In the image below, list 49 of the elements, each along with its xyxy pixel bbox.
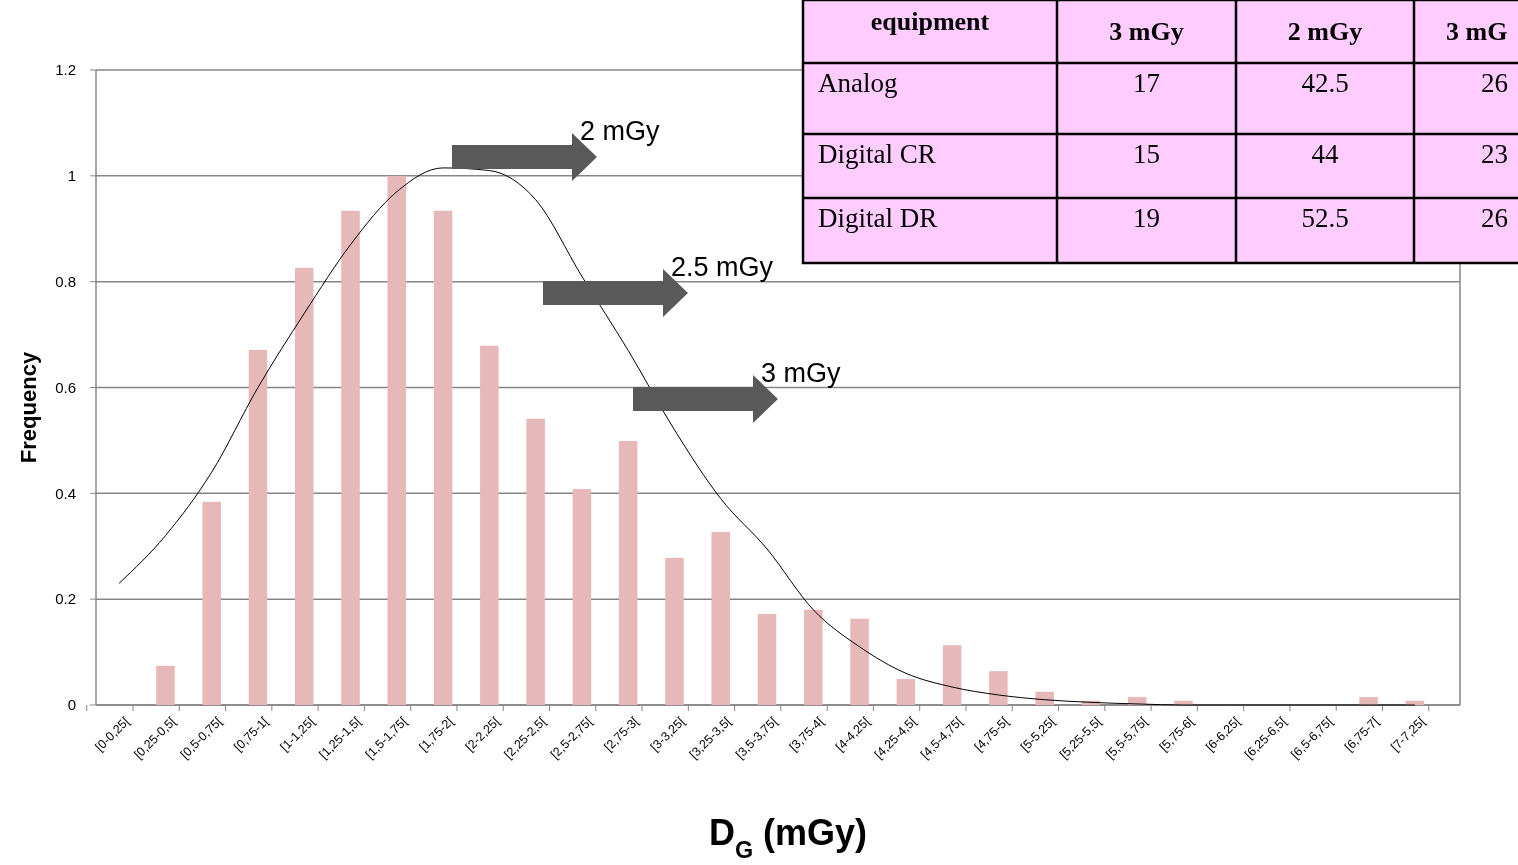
y-tick-label: 0.4 xyxy=(55,484,76,502)
annotation: 2 mGy xyxy=(580,116,661,146)
bar xyxy=(711,531,730,705)
annotation: 52.5 xyxy=(1301,203,1349,233)
bar xyxy=(1035,691,1054,705)
annotation: Analog xyxy=(818,68,898,98)
line-series xyxy=(118,167,1416,706)
annotation: 17 xyxy=(1133,68,1160,98)
y-tick-label: 0 xyxy=(67,696,76,714)
annotation: 42.5 xyxy=(1301,68,1349,98)
text: 23 xyxy=(1481,139,1508,169)
bar xyxy=(156,665,175,705)
text: 26 xyxy=(1481,68,1508,98)
bar xyxy=(942,645,962,705)
bar xyxy=(757,613,777,705)
bar xyxy=(387,175,407,705)
text: 2 mGy xyxy=(1287,17,1363,46)
y-tick-label: 0.8 xyxy=(55,272,76,290)
bar xyxy=(665,557,684,705)
annotation: 3 mGy xyxy=(761,358,842,388)
text: equipment xyxy=(870,7,990,36)
text: 3 mG xyxy=(1446,17,1508,46)
bar xyxy=(618,440,638,705)
annotation: Digital DR xyxy=(818,203,938,233)
text: 26 xyxy=(1481,203,1508,233)
y-axis-title: Frequency xyxy=(16,351,41,464)
annotation: 15 xyxy=(1133,139,1160,169)
bar xyxy=(480,345,499,705)
bar xyxy=(433,210,453,705)
annotation: Digital CR xyxy=(818,139,936,169)
bar xyxy=(896,679,916,705)
bar xyxy=(248,349,268,705)
y-tick-label: 0.6 xyxy=(55,378,76,396)
bar xyxy=(572,489,592,705)
text: 3 mGy xyxy=(1109,17,1184,46)
y-tick-label: 0.2 xyxy=(55,590,76,608)
bar xyxy=(850,618,869,705)
y-tick-label: 1 xyxy=(67,167,76,185)
annotation: 2.5 mGy xyxy=(671,252,774,282)
annotation: 19 xyxy=(1133,203,1160,233)
bar xyxy=(989,671,1008,705)
x-axis-title: D$_{G}$ (mGy) xyxy=(708,812,868,863)
bar xyxy=(294,267,314,705)
bar xyxy=(804,609,823,705)
y-tick-label: 1.2 xyxy=(55,61,76,79)
bar xyxy=(341,210,360,705)
bar xyxy=(526,418,545,705)
bar xyxy=(202,501,221,705)
annotation: 44 xyxy=(1311,139,1339,169)
